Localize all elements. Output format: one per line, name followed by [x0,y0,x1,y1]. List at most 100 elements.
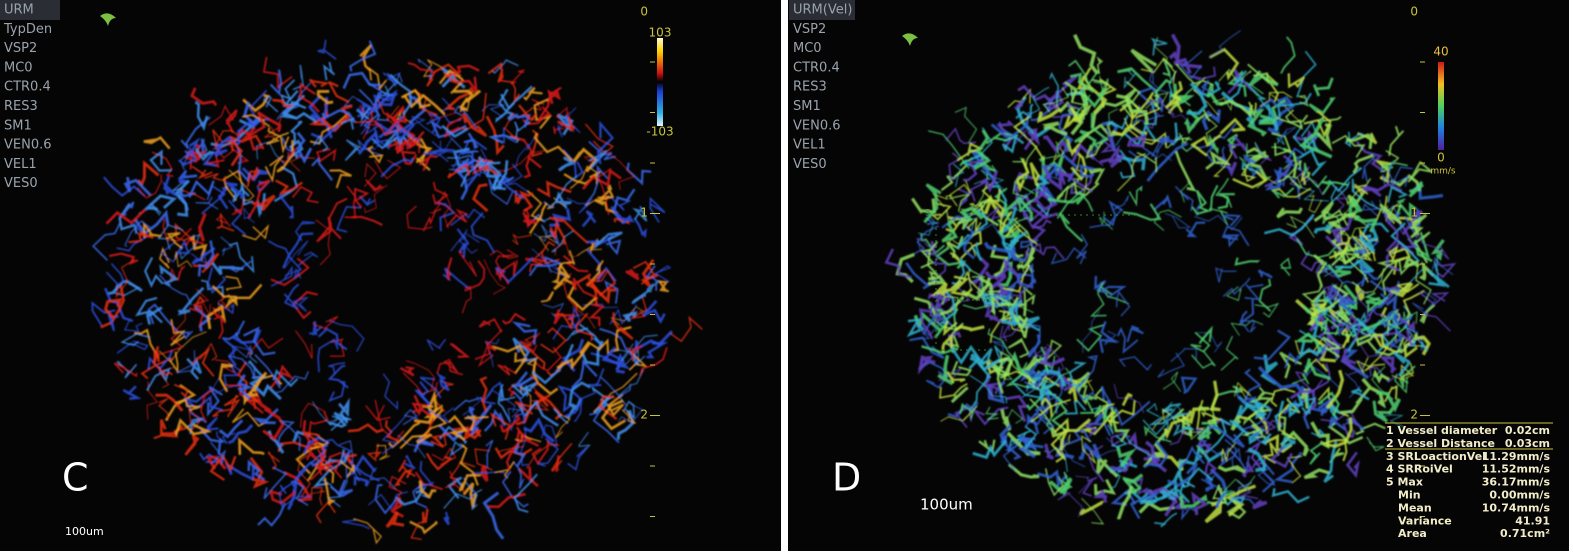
vessel [453,89,482,104]
vessel [598,395,618,420]
logo [100,13,116,26]
vessel [941,295,959,311]
vessel [1143,440,1169,468]
vessel [973,129,992,171]
vessel [994,187,1008,216]
vessel [1081,435,1097,464]
vessel [225,109,238,134]
vessel [494,447,533,460]
vessel [1073,178,1100,197]
vessel [1029,162,1040,187]
vessel [1149,68,1170,93]
vessel [1204,417,1232,455]
vessel [971,406,1009,426]
vessel [1412,290,1437,314]
vessel [555,413,571,439]
vessel [329,479,354,498]
vessel [1284,352,1300,369]
vessel [1313,224,1332,234]
vessel [287,482,298,511]
vessel [1209,133,1220,155]
vessel [225,275,242,292]
vessel [1331,239,1361,264]
vessel [1140,57,1176,84]
vessel [1358,227,1379,253]
vessel [1014,128,1038,145]
vessel [443,131,464,164]
vessel [228,169,255,201]
vessel [1180,506,1199,521]
vessel [418,480,437,500]
vessel [100,285,126,329]
vessel [128,231,154,244]
vessel [342,519,371,530]
vessel [158,246,170,269]
vessel [499,388,516,402]
vessel [1274,451,1303,484]
vessel [1260,354,1279,386]
vessel [366,145,384,164]
vessel [632,260,655,285]
vessel [512,461,525,489]
vessel [1082,476,1098,497]
vessel [1264,167,1283,191]
parameter: MC0 [793,41,822,56]
vessel [1229,419,1250,444]
vessel [550,442,573,473]
vessel [533,98,553,130]
vessel [1153,150,1173,162]
vessel [990,111,1031,138]
vessel [511,321,538,345]
vessel [177,286,205,316]
vessel [1170,348,1197,363]
vessel [194,147,215,162]
vessel [462,395,480,416]
vessel [911,197,937,214]
vessel [447,163,470,179]
vessel [1286,114,1309,130]
vessel [1366,339,1403,357]
vessel [1000,264,1031,293]
vessel [948,193,970,212]
selected-mode-highlight [789,0,855,20]
vessel [1321,180,1350,195]
vessel [1205,114,1218,147]
parameter: RES3 [4,99,38,114]
vessel [188,409,202,432]
vessel [191,165,213,180]
vessel [1073,129,1097,152]
vessel [189,234,208,261]
vessel [105,208,147,225]
vessel [1153,209,1182,231]
vessel [1408,180,1424,198]
parameter: URM(Vel) [793,3,852,18]
vessel [1078,441,1102,461]
vessel [328,197,348,229]
vessel [481,104,505,118]
vessel [579,338,609,355]
vessel [1176,479,1196,504]
vessel [1064,81,1078,104]
vessel [218,419,244,439]
vessel [1309,284,1350,314]
vessel [1416,337,1429,352]
vessel [1045,390,1063,441]
scale-max: 103 [649,26,672,40]
vessel [354,187,370,208]
vessel [282,232,314,269]
vessel [491,59,519,74]
vessel [464,415,489,431]
vessel [383,124,421,143]
vessel [1081,497,1105,525]
vessel [1380,308,1395,328]
vessel [243,101,262,130]
vessel [1102,199,1124,227]
vessel [314,451,342,472]
vessel [969,374,1008,404]
vessel [1352,268,1385,294]
vessel [443,488,483,509]
vessel [497,383,511,422]
vessel [526,357,538,377]
vessel [317,39,337,60]
measurement-value: 0.71cm² [1500,527,1550,540]
